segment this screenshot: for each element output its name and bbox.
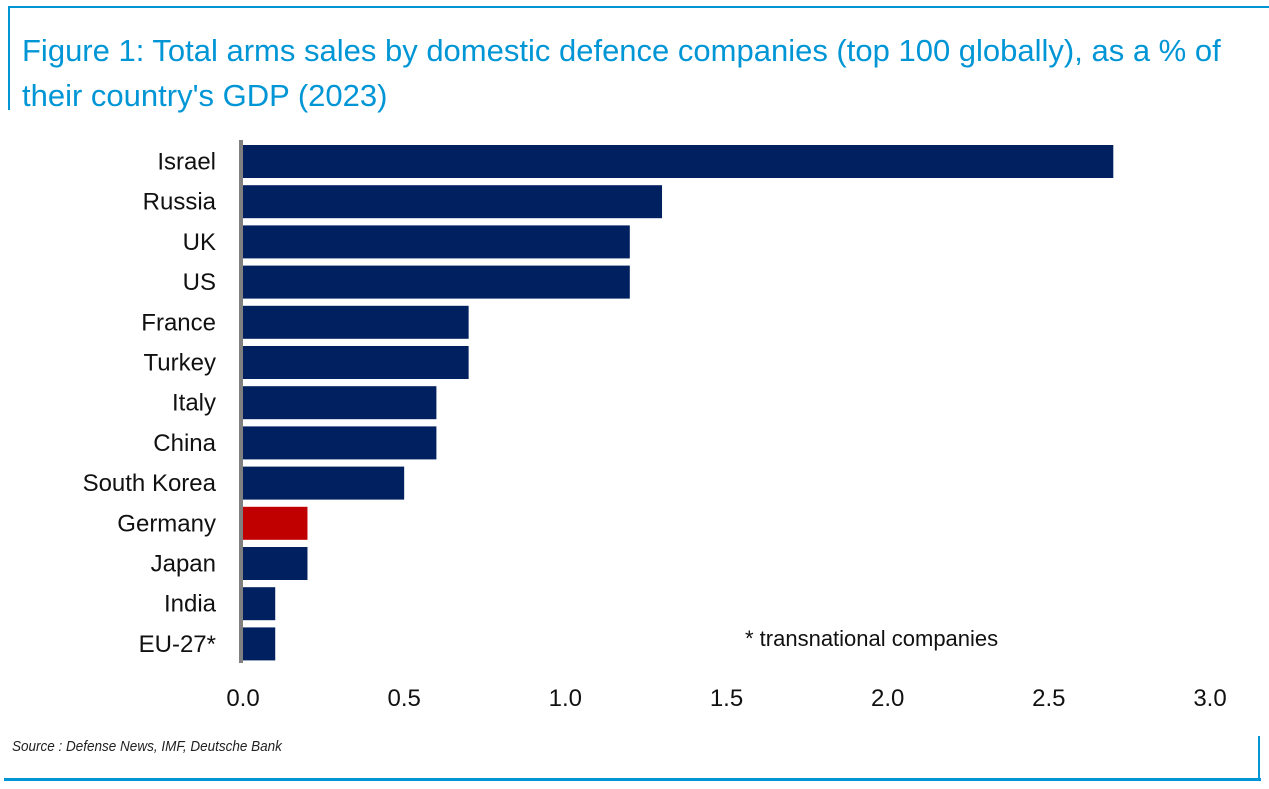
category-label: Israel <box>157 149 216 176</box>
bar-france <box>243 305 469 339</box>
bar-israel <box>243 145 1114 178</box>
category-label: China <box>153 430 216 457</box>
x-tick-label: 0.0 <box>226 685 259 712</box>
frame-right-border <box>1258 736 1260 781</box>
category-label: US <box>183 269 216 296</box>
category-label: Russia <box>143 189 217 216</box>
category-label: Turkey <box>144 350 216 377</box>
x-tick-label: 0.5 <box>387 685 420 712</box>
bar-russia <box>243 185 663 219</box>
bar-japan <box>243 547 308 580</box>
category-label: India <box>164 591 217 618</box>
category-label: Italy <box>172 390 216 417</box>
bar-south-korea <box>243 466 405 500</box>
bar-italy <box>243 386 437 420</box>
bar-eu-27 <box>243 627 276 661</box>
x-tick-label: 2.0 <box>871 685 904 712</box>
category-label: France <box>141 309 216 336</box>
bar-china <box>243 426 437 460</box>
category-label: UK <box>183 229 216 256</box>
frame-top-border <box>8 6 1269 8</box>
source-note: Source : Defense News, IMF, Deutsche Ban… <box>12 738 282 755</box>
category-label: Japan <box>151 551 216 578</box>
x-tick-label: 1.0 <box>549 685 582 712</box>
bar-india <box>243 587 276 621</box>
category-label: Germany <box>117 510 216 537</box>
bar-germany <box>243 506 308 540</box>
frame-bottom-border <box>4 778 1261 781</box>
x-tick-label: 3.0 <box>1193 685 1226 712</box>
bar-turkey <box>243 346 469 379</box>
x-tick-label: 1.5 <box>710 685 743 712</box>
bar-us <box>243 265 630 299</box>
category-label: South Korea <box>83 470 217 497</box>
chart-title: Figure 1: Total arms sales by domestic d… <box>22 33 1221 113</box>
x-tick-label: 2.5 <box>1032 685 1065 712</box>
frame-left-border <box>8 6 10 110</box>
y-axis-line <box>239 140 243 663</box>
annotation: * transnational companies <box>745 626 998 651</box>
category-label: EU-27* <box>139 631 216 658</box>
bar-uk <box>243 225 630 259</box>
